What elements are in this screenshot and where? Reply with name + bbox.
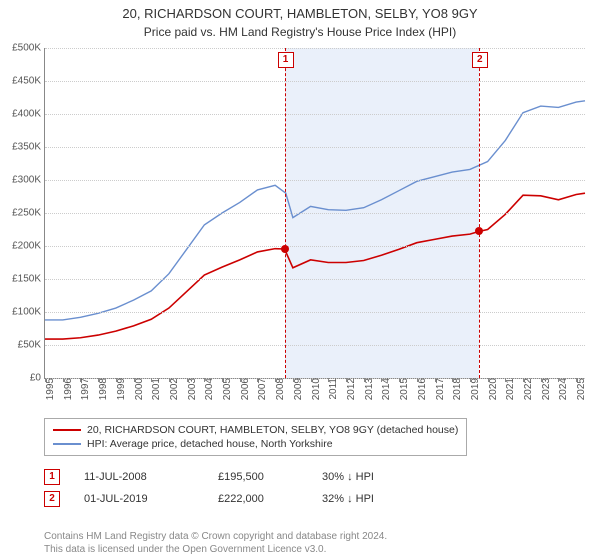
chart-subtitle: Price paid vs. HM Land Registry's House … bbox=[0, 23, 600, 39]
x-axis-label: 2012 bbox=[342, 378, 357, 400]
x-axis-label: 2019 bbox=[466, 378, 481, 400]
x-axis-label: 2001 bbox=[147, 378, 162, 400]
x-axis-label: 2025 bbox=[572, 378, 587, 400]
y-axis-label: £150K bbox=[12, 274, 45, 285]
x-axis-label: 2011 bbox=[324, 378, 339, 400]
grid-line bbox=[45, 213, 585, 214]
y-axis-label: £200K bbox=[12, 241, 45, 252]
x-axis-label: 2021 bbox=[501, 378, 516, 400]
y-axis-label: £400K bbox=[12, 109, 45, 120]
chart-footer: Contains HM Land Registry data © Crown c… bbox=[44, 531, 387, 556]
sale-pct: 32% ↓ HPI bbox=[322, 493, 422, 505]
x-axis-label: 2002 bbox=[165, 378, 180, 400]
chart-plot-area: £0£50K£100K£150K£200K£250K£300K£350K£400… bbox=[44, 48, 585, 379]
sale-marker: 1 bbox=[44, 469, 60, 485]
legend-swatch bbox=[53, 443, 81, 445]
price-chart-container: 20, RICHARDSON COURT, HAMBLETON, SELBY, … bbox=[0, 0, 600, 560]
legend-label: HPI: Average price, detached house, Nort… bbox=[87, 438, 333, 450]
grid-line bbox=[45, 81, 585, 82]
x-axis-label: 2017 bbox=[431, 378, 446, 400]
sale-date: 01-JUL-2019 bbox=[84, 493, 194, 505]
series-property bbox=[45, 193, 585, 339]
y-axis-label: £450K bbox=[12, 76, 45, 87]
x-axis-label: 2008 bbox=[271, 378, 286, 400]
y-axis-label: £50K bbox=[18, 340, 45, 351]
y-axis-label: £350K bbox=[12, 142, 45, 153]
grid-line bbox=[45, 147, 585, 148]
sale-price: £222,000 bbox=[218, 493, 298, 505]
sale-vline-label: 1 bbox=[278, 52, 294, 68]
sale-price: £195,500 bbox=[218, 471, 298, 483]
sale-pct: 30% ↓ HPI bbox=[322, 471, 422, 483]
x-axis-label: 1995 bbox=[41, 378, 56, 400]
legend-swatch bbox=[53, 429, 81, 431]
sale-dot bbox=[475, 227, 483, 235]
x-axis-label: 2014 bbox=[377, 378, 392, 400]
sale-row: 1 11-JUL-2008 £195,500 30% ↓ HPI bbox=[44, 466, 422, 488]
x-axis-label: 1998 bbox=[94, 378, 109, 400]
x-axis-label: 1999 bbox=[112, 378, 127, 400]
footer-line: Contains HM Land Registry data © Crown c… bbox=[44, 531, 387, 544]
sale-date: 11-JUL-2008 bbox=[84, 471, 194, 483]
sale-vline-label: 2 bbox=[472, 52, 488, 68]
grid-line bbox=[45, 345, 585, 346]
x-axis-label: 1997 bbox=[76, 378, 91, 400]
x-axis-label: 2005 bbox=[218, 378, 233, 400]
sale-vline bbox=[285, 48, 286, 378]
x-axis-label: 2003 bbox=[183, 378, 198, 400]
legend-label: 20, RICHARDSON COURT, HAMBLETON, SELBY, … bbox=[87, 424, 458, 436]
x-axis-label: 2015 bbox=[395, 378, 410, 400]
grid-line bbox=[45, 114, 585, 115]
grid-line bbox=[45, 246, 585, 247]
x-axis-label: 2007 bbox=[253, 378, 268, 400]
sale-marker: 2 bbox=[44, 491, 60, 507]
x-axis-label: 2010 bbox=[307, 378, 322, 400]
x-axis-label: 2004 bbox=[200, 378, 215, 400]
sale-vline bbox=[479, 48, 480, 378]
y-axis-label: £500K bbox=[12, 43, 45, 54]
legend-item: 20, RICHARDSON COURT, HAMBLETON, SELBY, … bbox=[53, 423, 458, 437]
sale-row: 2 01-JUL-2019 £222,000 32% ↓ HPI bbox=[44, 488, 422, 510]
x-axis-label: 2018 bbox=[448, 378, 463, 400]
y-axis-label: £250K bbox=[12, 208, 45, 219]
x-axis-label: 2020 bbox=[484, 378, 499, 400]
footer-line: This data is licensed under the Open Gov… bbox=[44, 544, 387, 557]
x-axis-label: 2000 bbox=[130, 378, 145, 400]
grid-line bbox=[45, 279, 585, 280]
x-axis-label: 2024 bbox=[554, 378, 569, 400]
y-axis-label: £300K bbox=[12, 175, 45, 186]
grid-line bbox=[45, 180, 585, 181]
sale-dot bbox=[281, 245, 289, 253]
grid-line bbox=[45, 312, 585, 313]
x-axis-label: 2016 bbox=[413, 378, 428, 400]
chart-title: 20, RICHARDSON COURT, HAMBLETON, SELBY, … bbox=[0, 0, 600, 23]
x-axis-label: 2022 bbox=[519, 378, 534, 400]
x-axis-label: 2013 bbox=[360, 378, 375, 400]
chart-legend: 20, RICHARDSON COURT, HAMBLETON, SELBY, … bbox=[44, 418, 467, 456]
y-axis-label: £100K bbox=[12, 307, 45, 318]
x-axis-label: 1996 bbox=[59, 378, 74, 400]
sales-table: 1 11-JUL-2008 £195,500 30% ↓ HPI 2 01-JU… bbox=[44, 466, 422, 510]
series-hpi bbox=[45, 101, 585, 320]
x-axis-label: 2023 bbox=[537, 378, 552, 400]
legend-item: HPI: Average price, detached house, Nort… bbox=[53, 437, 458, 451]
x-axis-label: 2006 bbox=[236, 378, 251, 400]
x-axis-label: 2009 bbox=[289, 378, 304, 400]
grid-line bbox=[45, 48, 585, 49]
